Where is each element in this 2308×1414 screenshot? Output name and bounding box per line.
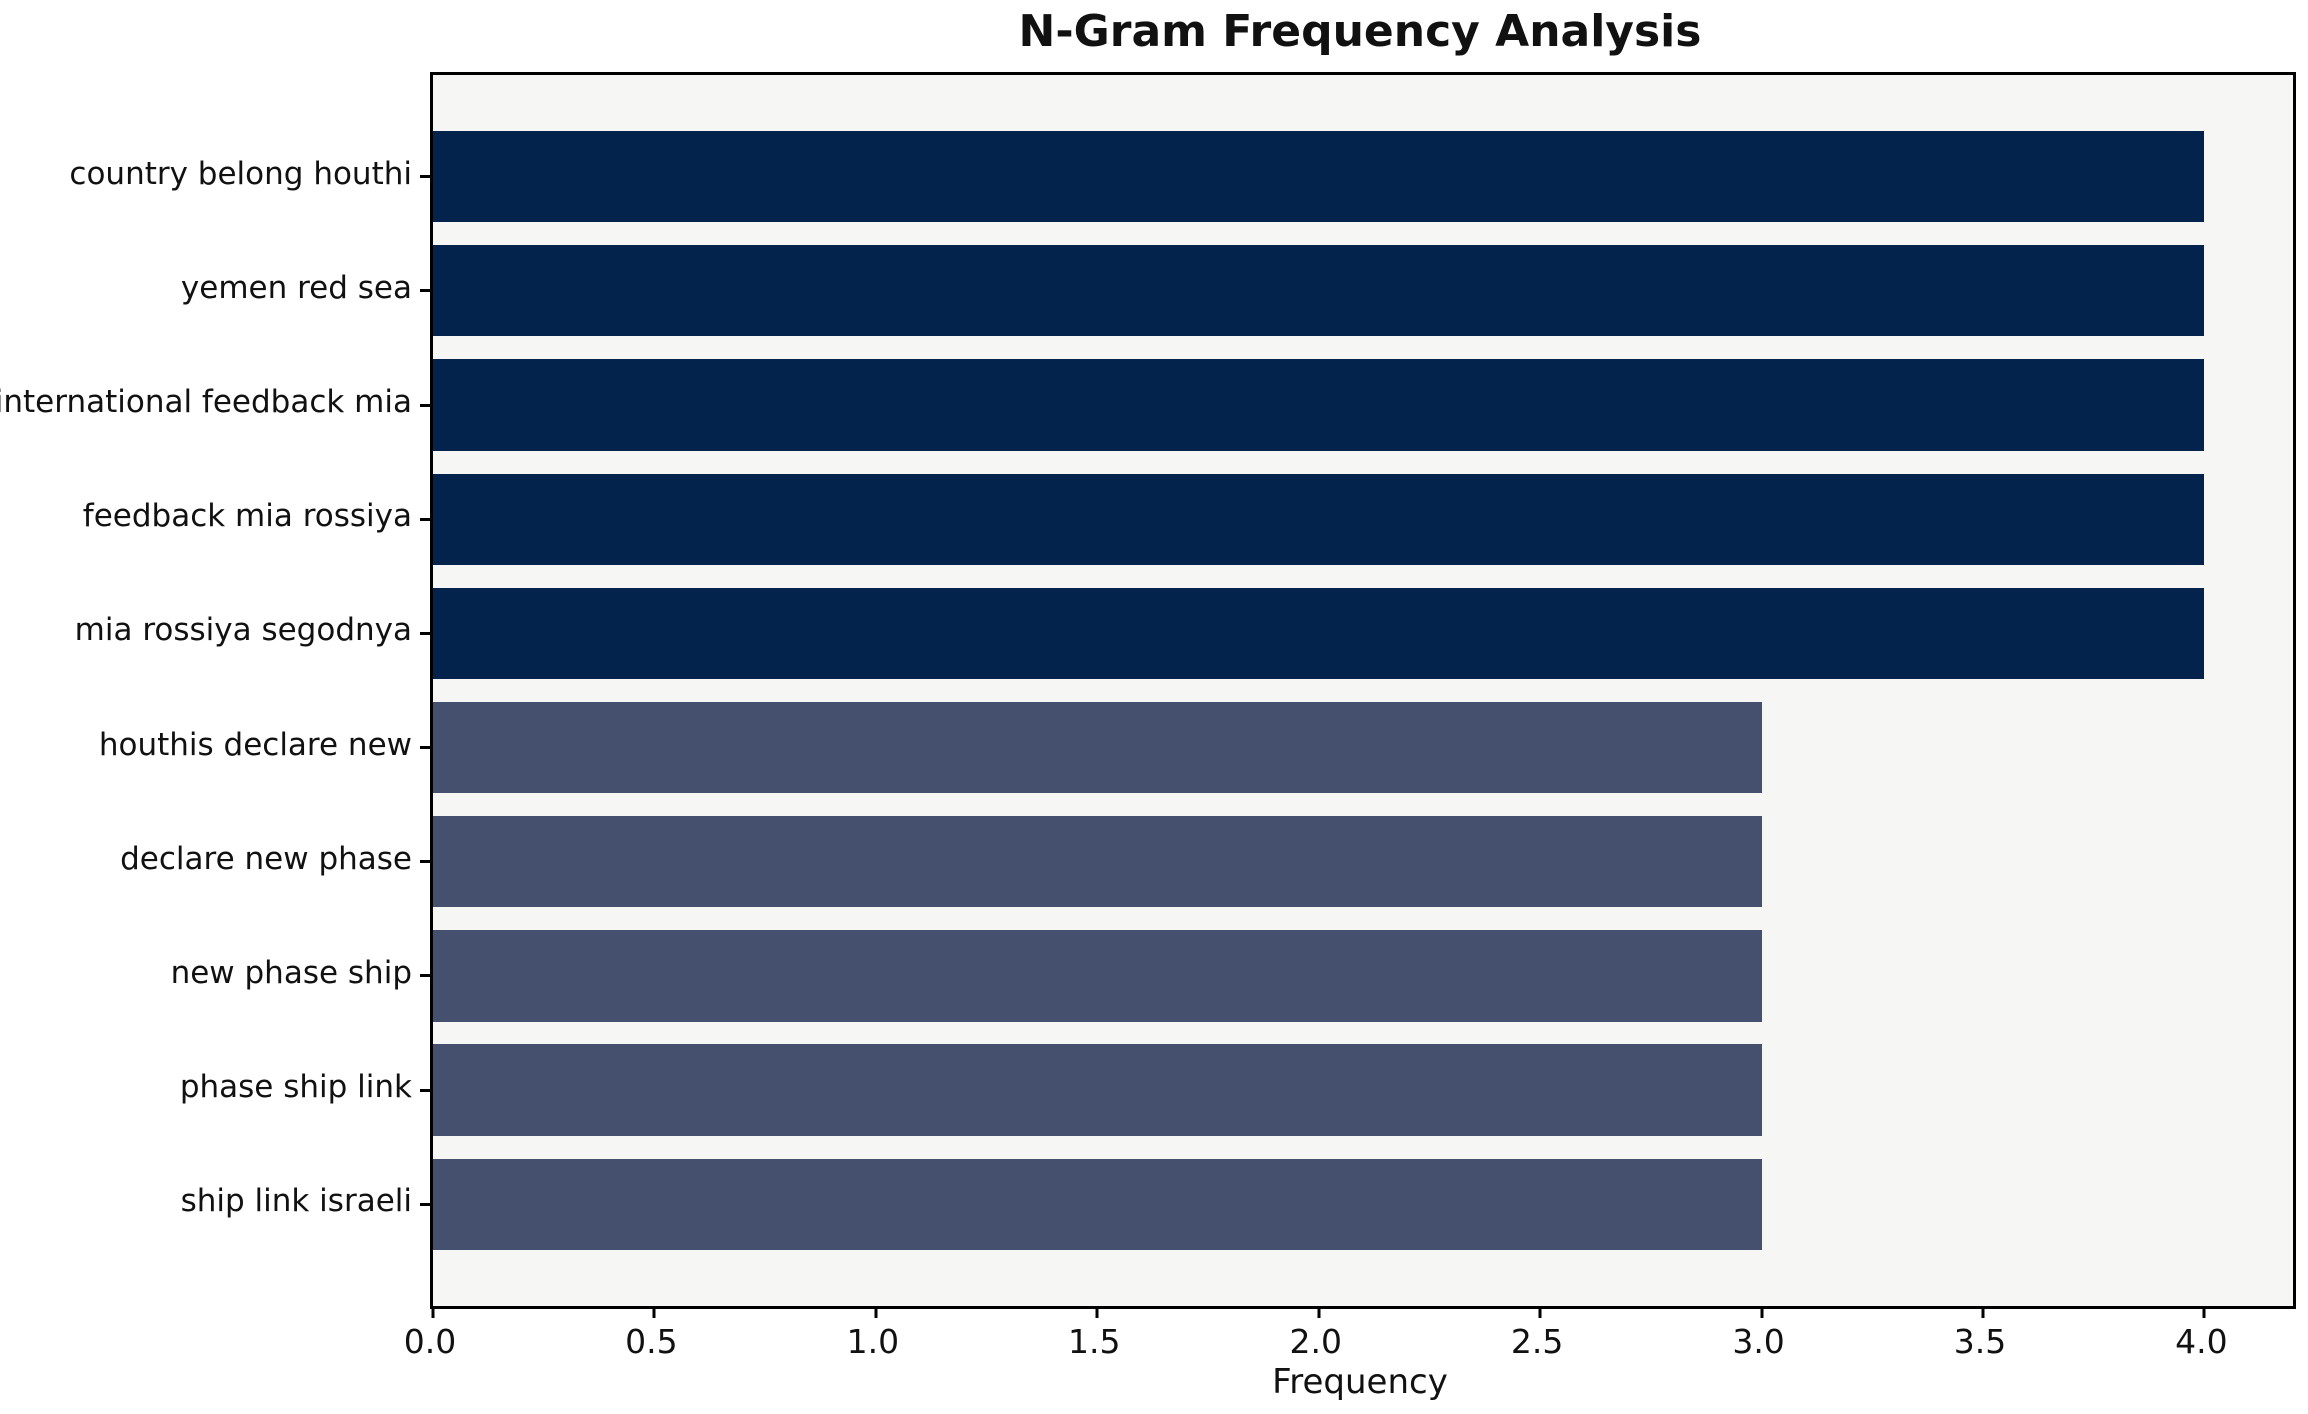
y-axis-tick <box>420 631 433 635</box>
x-axis-tick-label: 2.0 <box>1289 1322 1342 1361</box>
y-axis-tick <box>420 974 433 978</box>
y-axis-tick <box>420 746 433 750</box>
x-axis-tick-label: 3.0 <box>1732 1322 1785 1361</box>
y-axis-category-label: declare new phase <box>120 840 412 877</box>
bar <box>433 1158 1762 1251</box>
y-axis-tick <box>420 860 433 864</box>
y-axis-tick <box>420 403 433 407</box>
y-axis-tick <box>420 175 433 179</box>
bar <box>433 359 2205 451</box>
x-axis-tick <box>1981 1306 1985 1318</box>
bar <box>433 587 2205 680</box>
y-axis-category-label: new phase ship <box>170 954 412 991</box>
y-axis-tick <box>420 289 433 293</box>
x-axis-tick-label: 0.5 <box>625 1322 678 1361</box>
y-axis-category-label: mia rossiya segodnya <box>74 612 412 649</box>
x-axis-tick <box>431 1306 435 1318</box>
x-axis-tick-label: 4.0 <box>2175 1322 2228 1361</box>
x-axis-tick-labels: 0.0 0.5 1.0 1.5 2.0 2.5 3.0 3.5 4.0 <box>404 1322 2290 1362</box>
y-axis-tick <box>420 1088 433 1092</box>
x-axis-tick <box>1095 1306 1099 1318</box>
y-axis-tick <box>420 517 433 521</box>
y-axis-category-label: phase ship link <box>179 1069 412 1106</box>
y-axis-category-label: feedback mia rossiya <box>82 498 412 535</box>
bar <box>433 245 2205 337</box>
y-axis-category-label: yemen red sea <box>180 269 412 306</box>
x-axis-tick <box>1538 1306 1542 1318</box>
y-axis-tick <box>420 1202 433 1206</box>
x-axis-title: Frequency <box>1272 1362 1448 1402</box>
x-axis-tick <box>2202 1306 2206 1318</box>
x-axis-tick-label: 2.5 <box>1510 1322 1564 1361</box>
x-axis-tick-label: 1.5 <box>1068 1322 1121 1361</box>
y-axis-category-label: international feedback mia <box>0 384 412 421</box>
bar <box>433 130 2205 223</box>
bar <box>433 816 1762 908</box>
bar <box>433 930 1762 1022</box>
x-axis-tick <box>874 1306 878 1318</box>
chart-title: N-Gram Frequency Analysis <box>1018 6 1702 57</box>
plot-area <box>420 72 2296 1318</box>
bar <box>433 473 2205 565</box>
bar <box>433 1044 1762 1136</box>
y-axis-labels: country belong houthi yemen red sea intern… <box>0 72 412 1303</box>
y-axis-category-label: houthis declare new <box>98 726 412 763</box>
x-axis-tick <box>1760 1306 1764 1318</box>
y-axis-category-label: country belong houthi <box>69 155 412 192</box>
x-axis-tick-label: 3.5 <box>1953 1322 2007 1361</box>
x-axis-tick-label: 1.0 <box>846 1322 900 1361</box>
x-axis-tick <box>1317 1306 1321 1318</box>
bar <box>433 701 1762 794</box>
y-axis-category-label: ship link israeli <box>180 1183 412 1220</box>
x-axis-tick-label: 0.0 <box>403 1322 457 1361</box>
x-axis-tick <box>652 1306 656 1318</box>
